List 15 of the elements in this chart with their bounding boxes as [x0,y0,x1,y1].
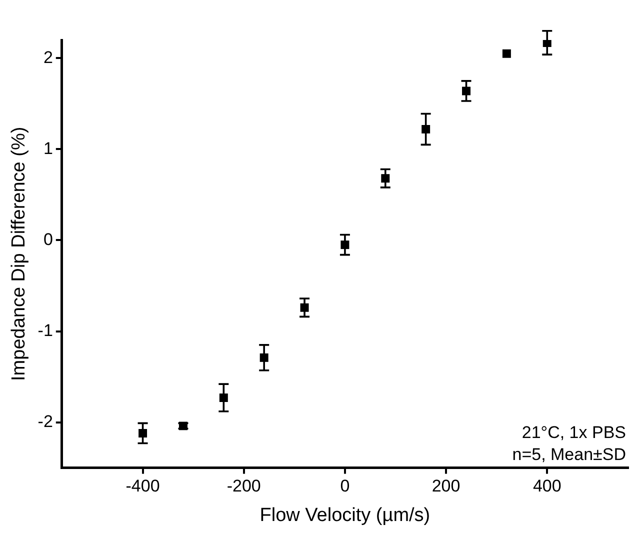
y-tick-label: 1 [43,138,53,158]
x-tick-label: 200 [432,476,460,496]
y-tick-label: 2 [43,48,53,67]
y-tick-label: -1 [38,320,53,340]
x-tick-label: 0 [340,476,350,496]
y-tick-label: -2 [38,412,53,431]
annotation: 21°C, 1x PBS [522,422,626,442]
point [502,49,511,58]
x-tick-label: -400 [126,476,160,496]
x-tick-label: 400 [532,476,562,496]
x-axis-title: Flow Velocity (µm/s) [260,504,430,526]
x-tick-label: -200 [226,476,261,496]
annotation: n=5, Mean±SD [512,444,626,464]
y-tick-label: 0 [43,230,53,249]
y-axis-title: Impedance Dip Difference (%) [8,126,30,381]
